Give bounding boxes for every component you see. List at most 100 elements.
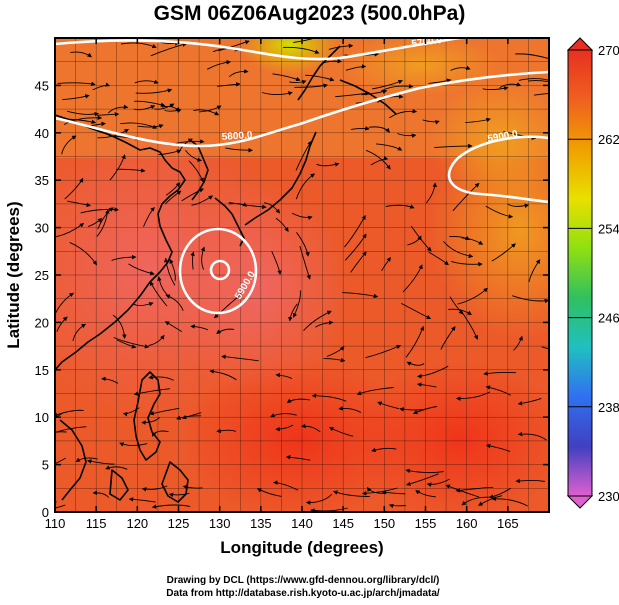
streamline (55, 426, 87, 433)
streamline (283, 46, 320, 54)
streamline (275, 372, 293, 380)
contour-low-center (209, 259, 231, 281)
y-tick-label: 25 (35, 268, 49, 283)
streamline (133, 388, 171, 396)
streamline (517, 431, 547, 441)
colorbar-tick-label: 246 (598, 311, 619, 326)
streamline (182, 485, 203, 490)
streamline (316, 162, 340, 167)
streamline (55, 409, 84, 417)
streamline (168, 492, 190, 498)
streamline (485, 443, 511, 452)
streamline (216, 328, 235, 335)
streamline (272, 480, 299, 491)
x-tick-label: 115 (86, 516, 107, 531)
streamline (119, 442, 148, 447)
streamline (323, 357, 346, 363)
streamline (56, 222, 85, 238)
streamline (134, 100, 166, 107)
y-tick-label: 20 (35, 315, 49, 330)
streamline (426, 182, 438, 204)
streamline (292, 290, 301, 318)
streamline (335, 91, 370, 98)
streamline (228, 68, 249, 78)
y-tick-label: 35 (35, 173, 49, 188)
streamline (216, 428, 237, 433)
streamline (402, 264, 423, 293)
streamline (328, 427, 354, 437)
streamline (164, 321, 183, 332)
streamline (181, 188, 204, 202)
streamline (406, 473, 439, 486)
streamline (361, 89, 388, 96)
streamline (528, 259, 541, 282)
streamline (293, 38, 317, 43)
streamline (428, 78, 452, 84)
credit-line-drawing: Drawing by DCL (https://www.gfd-dennou.o… (166, 575, 440, 586)
streamline (64, 177, 84, 200)
streamline (66, 110, 100, 117)
streamline (105, 465, 128, 470)
y-tick-label: 45 (35, 78, 49, 93)
streamline (397, 133, 417, 138)
streamline (133, 105, 156, 111)
streamline (450, 65, 471, 71)
streamline (137, 124, 164, 129)
streamline (303, 310, 332, 332)
streamline (288, 303, 298, 322)
streamline (190, 251, 195, 270)
streamline (305, 74, 335, 82)
streamline (221, 354, 259, 362)
x-tick-label: 135 (250, 516, 272, 531)
streamline (135, 88, 173, 94)
streamline (488, 487, 511, 499)
colorbar-tick-label: 230 (598, 489, 619, 504)
streamline (193, 109, 220, 116)
streamline (449, 296, 464, 315)
streamline (199, 105, 222, 113)
streamline (451, 260, 483, 267)
streamline (389, 108, 418, 119)
streamline (70, 51, 92, 58)
streamline (491, 243, 516, 262)
streamline (286, 398, 310, 404)
streamline (164, 108, 182, 113)
streamline (256, 488, 282, 497)
streamline (440, 326, 456, 350)
streamline (443, 241, 474, 259)
streamline (165, 294, 184, 311)
streamline (148, 374, 174, 381)
credit-line-data: Data from http://database.rish.kyoto-u.a… (166, 588, 440, 599)
streamline (365, 149, 391, 170)
colorbar-tick-label: 262 (598, 132, 619, 147)
map-grid (55, 38, 549, 512)
streamline (151, 430, 169, 437)
streamline (426, 478, 450, 487)
streamline (101, 376, 119, 384)
streamline (332, 490, 370, 497)
streamline (461, 496, 490, 506)
streamline (67, 200, 92, 208)
streamline (381, 257, 391, 272)
streamline (190, 324, 209, 331)
streamline (295, 173, 316, 200)
y-axis: 0 5 10 15 20 25 30 35 40 45 (35, 78, 549, 520)
streamline (163, 257, 176, 286)
colorbar-body (567, 49, 593, 497)
streamline (350, 126, 370, 131)
streamline (62, 94, 90, 101)
streamline (310, 507, 348, 512)
streamline (97, 207, 114, 230)
height-contours (55, 38, 549, 315)
streamline (361, 487, 398, 496)
streamline (445, 484, 480, 498)
streamline (217, 82, 241, 87)
streamline (428, 251, 449, 266)
x-tick-label: 145 (332, 516, 354, 531)
streamline (299, 245, 311, 280)
streamline (388, 503, 407, 509)
streamline (55, 292, 75, 314)
contour-5900-east (447, 135, 549, 204)
x-tick-label: 165 (497, 516, 519, 531)
streamline (356, 387, 394, 396)
